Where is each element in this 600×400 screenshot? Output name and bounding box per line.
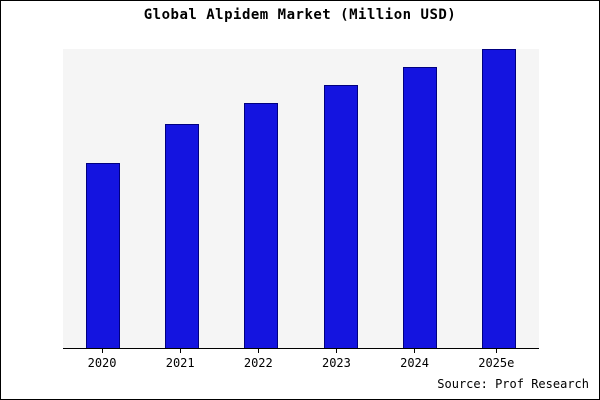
bar-2020: [85, 162, 120, 348]
bar-group: [63, 49, 539, 348]
x-tick-label: 2020: [87, 356, 117, 370]
bar-2024: [402, 66, 437, 348]
source-text: Source: Prof Research: [437, 377, 589, 391]
x-tick-2025e: 2025e: [478, 349, 514, 370]
bar-column-2021: [164, 49, 199, 348]
tick-mark: [179, 349, 181, 353]
x-tick-2020: 2020: [88, 349, 117, 370]
bar-2025e: [482, 49, 517, 348]
tick-mark: [495, 349, 497, 353]
x-tick-label: 2024: [400, 356, 430, 370]
bar-2023: [323, 84, 358, 348]
bar-column-2020: [85, 49, 120, 348]
bar-column-2024: [402, 49, 437, 348]
x-axis-labels: 2020 2021 2022 2023 2024 2025e: [63, 349, 539, 370]
x-tick-2023: 2023: [322, 349, 351, 370]
bar-column-2025e: [482, 49, 517, 348]
tick-mark: [414, 349, 416, 353]
x-tick-2024: 2024: [400, 349, 429, 370]
bar-column-2023: [323, 49, 358, 348]
tick-mark: [257, 349, 259, 353]
bar-2022: [244, 102, 279, 348]
x-tick-label: 2021: [165, 356, 195, 370]
x-tick-label: 2023: [321, 356, 351, 370]
x-tick-2022: 2022: [244, 349, 273, 370]
x-tick-label: 2022: [243, 356, 273, 370]
bar-column-2022: [244, 49, 279, 348]
tick-mark: [335, 349, 337, 353]
chart-title: Global Alpidem Market (Million USD): [143, 7, 457, 23]
tick-mark: [101, 349, 103, 353]
bar-2021: [164, 123, 199, 348]
x-tick-2021: 2021: [166, 349, 195, 370]
x-tick-label: 2025e: [478, 356, 515, 370]
plot-area: [63, 49, 539, 349]
